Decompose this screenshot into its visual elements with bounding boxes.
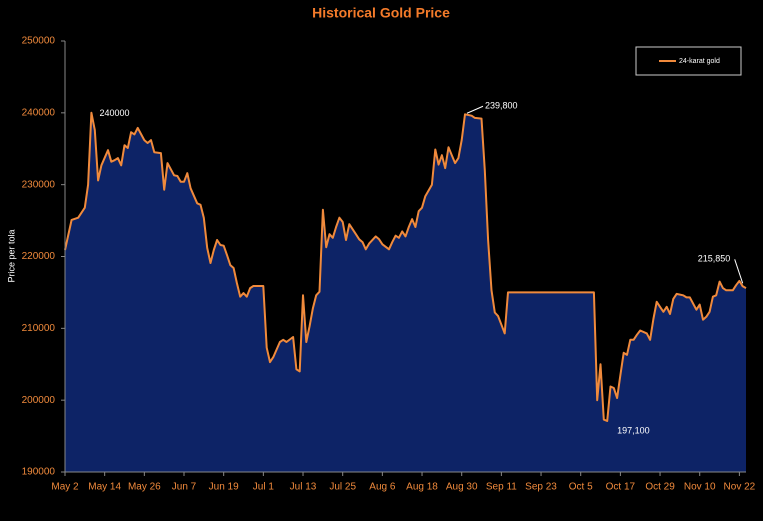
y-axis-title: Price per tola: [6, 229, 16, 282]
annotation: 215,850: [698, 254, 731, 264]
x-tick-label: May 14: [88, 482, 121, 493]
annotation: 240000: [99, 108, 129, 118]
x-tick-label: Nov 10: [684, 482, 716, 493]
x-tick-label: Nov 22: [724, 482, 756, 493]
x-tick-label: Jun 7: [172, 482, 197, 493]
legend-label: 24-karat gold: [679, 58, 720, 65]
legend: 24-karat gold: [635, 46, 742, 76]
y-tick-label: 210000: [22, 323, 56, 334]
x-tick-label: Jul 25: [329, 482, 356, 493]
x-tick-label: May 26: [128, 482, 161, 493]
x-tick-label: Jul 13: [290, 482, 317, 493]
y-tick-label: 200000: [22, 395, 56, 406]
legend-box: [635, 46, 742, 76]
area: [65, 112, 746, 473]
y-tick-label: 220000: [22, 251, 56, 262]
x-tick-label: Oct 5: [569, 482, 593, 493]
x-tick-label: Aug 30: [446, 482, 478, 493]
x-tick-label: Oct 17: [606, 482, 636, 493]
x-tick-label: Aug 18: [406, 482, 438, 493]
annotation: 239,800: [485, 101, 518, 111]
annotation-leader: [466, 105, 484, 114]
x-tick-label: Sep 23: [525, 482, 557, 493]
x-tick-label: Jul 1: [253, 482, 275, 493]
x-tick-label: Aug 6: [369, 482, 396, 493]
x-tick-label: Oct 29: [645, 482, 675, 493]
chart-title: Historical Gold Price: [312, 5, 450, 21]
line: [64, 111, 747, 422]
x-tick-label: Jun 19: [209, 482, 239, 493]
y-tick-label: 250000: [22, 36, 56, 47]
x-tick-label: Sep 11: [486, 482, 517, 493]
annotation: 197,100: [617, 425, 650, 435]
annotation-leader: [734, 259, 744, 284]
y-tick-label: 240000: [22, 107, 56, 118]
y-tick-label: 230000: [22, 179, 56, 190]
y-tick-label: 190000: [22, 467, 56, 478]
x-tick-label: May 2: [51, 482, 79, 493]
